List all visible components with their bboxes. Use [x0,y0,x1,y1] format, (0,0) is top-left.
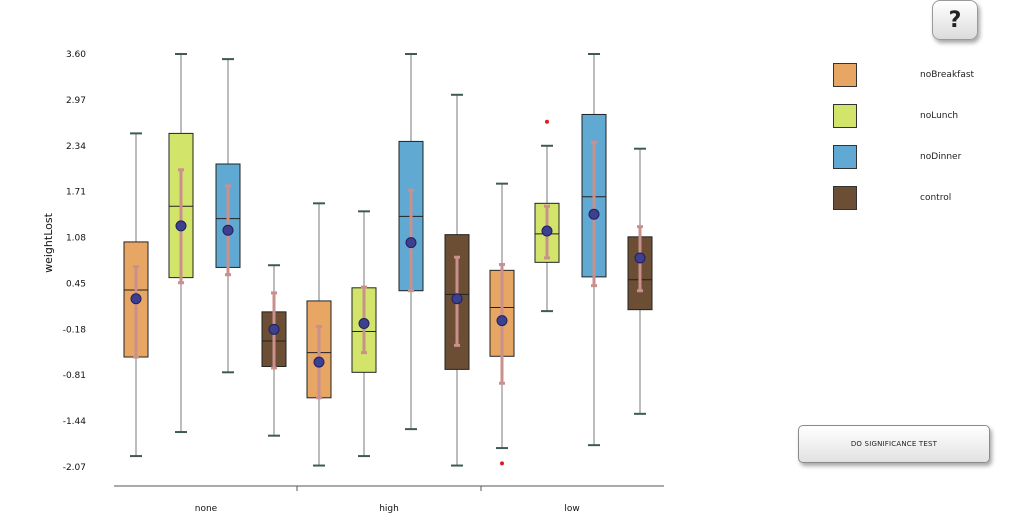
y-tick-label: 0.45 [66,279,86,289]
y-tick-label: -0.18 [63,325,87,335]
legend-item: control [833,177,974,218]
mean-point [496,315,508,327]
box-none-control [261,264,287,437]
legend-label: noBreakfast [920,69,975,80]
significance-test-button[interactable]: DO SIGNIFICANCE TEST [798,425,990,463]
legend-item: noBreakfast [833,54,974,95]
legend-label: noDinner [920,151,962,162]
box-none-nolunch [168,53,194,434]
y-tick-label: -0.81 [63,371,86,381]
mean-point [541,225,553,237]
x-category-label: high [379,504,399,514]
legend-label: noLunch [920,110,959,121]
box-low-nodinner [581,53,607,447]
mean-point [634,252,646,264]
mean-point [358,318,370,330]
y-tick-label: -2.07 [63,463,86,473]
mean-point [130,293,142,305]
mean-point [313,356,325,368]
box-high-nodinner [398,53,424,431]
x-category-label: none [195,504,218,514]
mean-point [451,293,463,305]
y-tick-label: 1.71 [66,188,86,198]
legend-label: control [920,192,952,203]
x-category-label: low [564,504,579,514]
y-tick-label: 1.08 [66,234,86,244]
outlier-point [545,119,549,124]
y-axis-label: weightLost [42,212,55,272]
outlier-point [500,461,504,466]
mean-point [588,208,600,220]
legend: noBreakfast noLunch noDinner control [833,54,974,218]
y-tick-label: 3.60 [66,50,86,60]
box-low-nobreakfast [489,182,515,466]
box-low-nolunch [534,119,560,313]
box-none-nobreakfast [123,132,149,458]
help-button[interactable]: ? [932,0,978,40]
mean-point [222,224,234,236]
legend-swatch-nobreakfast [833,62,857,87]
mean-point [405,237,417,249]
y-tick-label: 2.97 [66,96,86,106]
mean-point [268,323,280,335]
y-tick-label: -1.44 [63,417,87,427]
legend-swatch-control [833,185,857,210]
legend-swatch-nodinner [833,144,857,169]
box-high-nobreakfast [306,202,332,467]
legend-item: noLunch [833,95,974,136]
mean-point [175,220,187,232]
y-tick-label: 2.34 [66,142,86,152]
legend-item: noDinner [833,136,974,177]
legend-swatch-nolunch [833,103,857,128]
box-low-control [627,147,653,415]
box-high-nolunch [351,210,377,458]
box-none-nodinner [215,58,241,374]
box-high-control [444,93,470,467]
